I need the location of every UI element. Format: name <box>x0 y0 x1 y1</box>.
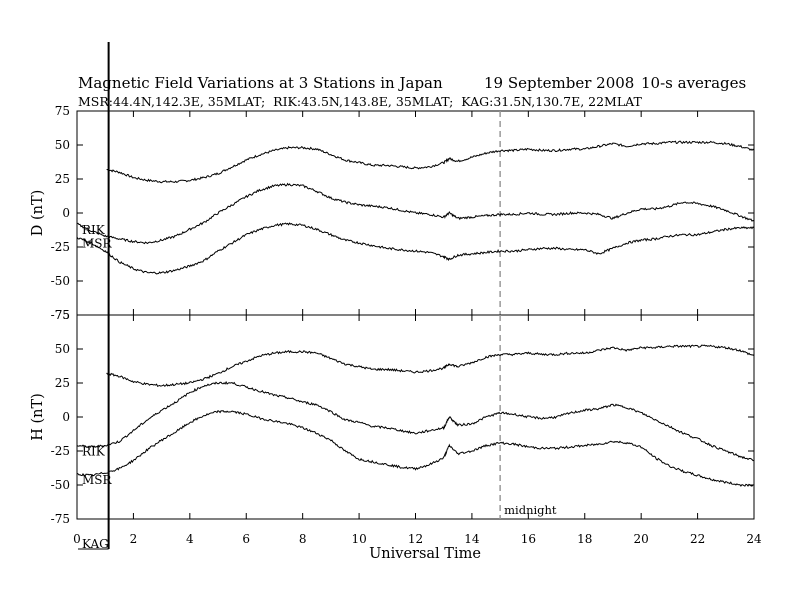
y-tick-label-D: 75 <box>55 104 70 118</box>
x-tick-label: 16 <box>521 532 536 546</box>
series-msr-H <box>76 409 755 487</box>
y-tick-label-H: -25 <box>51 444 70 458</box>
station-label-rik-H: RIK <box>82 445 106 459</box>
station-label-msr-H: MSR <box>82 473 113 487</box>
y-tick-label-D: -75 <box>51 308 70 322</box>
kag-label: KAG <box>82 537 109 551</box>
x-tick-label: 10 <box>351 532 366 546</box>
x-tick-label: 6 <box>242 532 250 546</box>
x-tick-label: 14 <box>464 532 480 546</box>
y-tick-label-D: 25 <box>55 172 70 186</box>
y-tick-label-D: -25 <box>51 240 70 254</box>
station-label-rik-D: RIK <box>82 223 106 237</box>
y-tick-label-H: 75 <box>55 308 70 322</box>
y-tick-label-H: -75 <box>51 512 70 526</box>
station-label-msr-D: MSR <box>82 236 113 250</box>
x-tick-label: 8 <box>299 532 307 546</box>
midnight-label: midnight <box>504 503 557 517</box>
series-msr-D <box>76 222 755 275</box>
y-axis-label-D: D (nT) <box>30 190 46 237</box>
panel-frame-D <box>76 110 755 316</box>
y-tick-label-H: 0 <box>62 410 70 424</box>
x-tick-label: 22 <box>690 532 705 546</box>
series-kag-H <box>106 344 755 387</box>
series-rik-H <box>76 380 755 462</box>
x-tick-label: 4 <box>186 532 194 546</box>
x-tick-label: 20 <box>634 532 649 546</box>
x-tick-label: 18 <box>577 532 592 546</box>
y-tick-label-D: -50 <box>51 274 70 288</box>
y-tick-label-H: 50 <box>55 342 70 356</box>
x-tick-label: 12 <box>408 532 423 546</box>
chart-averaging: 10-s averages <box>641 74 746 92</box>
chart-subtitle: MSR:44.4N,142.3E, 35MLAT; RIK:43.5N,143.… <box>78 94 642 109</box>
y-tick-label-H: -50 <box>51 478 70 492</box>
chart-title: Magnetic Field Variations at 3 Stations … <box>78 74 443 92</box>
x-tick-label: 0 <box>73 532 81 546</box>
series-kag-D <box>106 140 755 184</box>
x-axis-label: Universal Time <box>369 546 481 562</box>
y-tick-label-H: 25 <box>55 376 70 390</box>
x-tick-label: 2 <box>130 532 138 546</box>
y-tick-label-D: 0 <box>62 206 70 220</box>
series-rik-D <box>76 182 755 245</box>
chart-date: 19 September 2008 <box>484 74 634 92</box>
y-axis-label-H: H (nT) <box>30 393 46 441</box>
panel-frame-H <box>76 314 755 520</box>
x-tick-label: 24 <box>746 532 762 546</box>
y-tick-label-D: 50 <box>55 138 70 152</box>
